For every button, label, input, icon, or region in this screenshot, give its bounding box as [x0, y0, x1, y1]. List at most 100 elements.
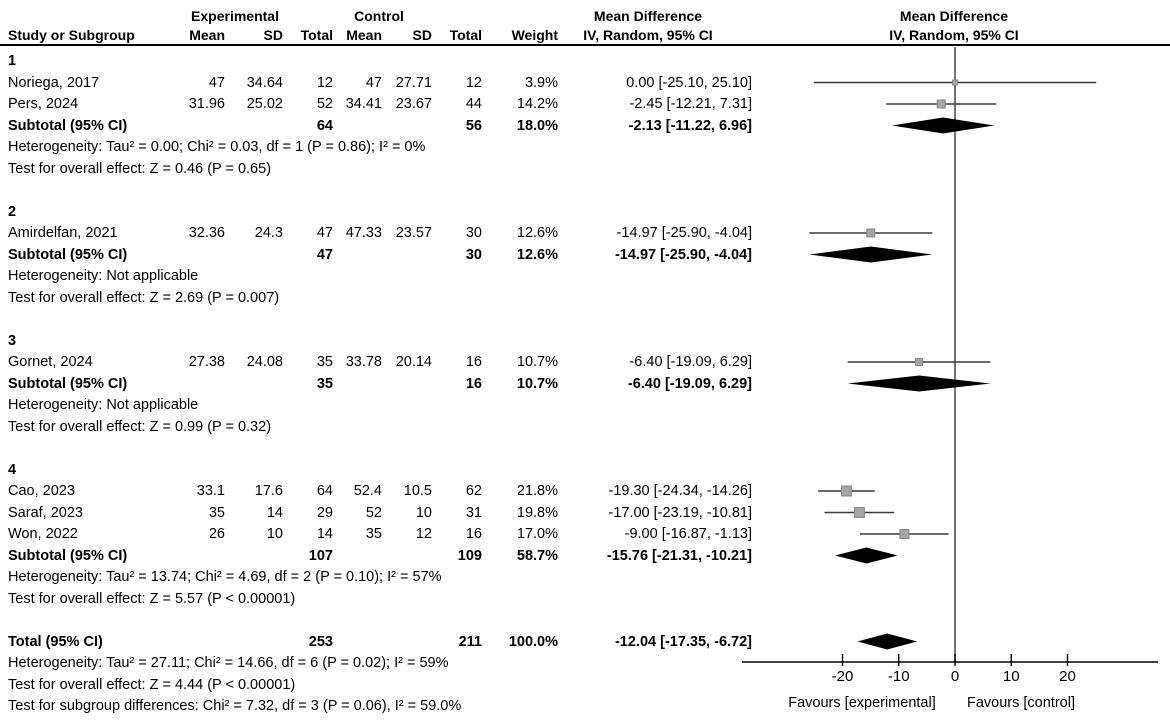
- col-weight: 100.0%: [508, 633, 558, 650]
- ci-text: -9.00 [-16.87, -1.13]: [624, 526, 752, 542]
- col-total1: 29: [316, 504, 333, 521]
- effect-column-title: Mean Difference: [593, 8, 703, 24]
- control-group-header: Control: [354, 8, 404, 24]
- col-mean1: 32.36: [188, 225, 225, 241]
- ci-text: 0.00 [-25.10, 25.10]: [626, 74, 752, 91]
- stat-text: Heterogeneity: Not applicable: [8, 397, 199, 413]
- weight-header: Weight: [511, 27, 558, 43]
- col-mean2: 47.33: [345, 225, 382, 241]
- pooled-diamond: [809, 246, 933, 263]
- subtotal-label: Subtotal (95% CI): [8, 547, 128, 564]
- col-total2: 62: [465, 483, 482, 499]
- ci-text: -19.30 [-24.34, -14.26]: [608, 483, 753, 499]
- plot-column-title: Mean Difference: [899, 8, 1009, 24]
- col-total2: 211: [458, 633, 482, 650]
- col-weight: 19.8%: [516, 504, 558, 521]
- col-total1: 107: [308, 547, 333, 564]
- study-column-header: Study or Subgroup: [8, 27, 135, 43]
- col-mean1: 31.96: [188, 96, 225, 112]
- subgroup-label: 3: [8, 332, 17, 349]
- col-sd2: 10: [415, 504, 432, 521]
- col-total2: 12: [465, 74, 482, 91]
- exp-mean-header: Mean: [189, 27, 225, 43]
- axis-tick-label: 0: [950, 668, 960, 685]
- col-sd2: 27.71: [395, 74, 432, 91]
- col-weight: 14.2%: [516, 96, 558, 112]
- col-mean2: 35: [365, 526, 382, 542]
- col-weight: 10.7%: [516, 375, 558, 392]
- ci-text: -12.04 [-17.35, -6.72]: [614, 633, 752, 650]
- stat-text: Heterogeneity: Not applicable: [8, 268, 199, 284]
- study-name: Pers, 2024: [8, 96, 79, 112]
- subtotal-label: Subtotal (95% CI): [8, 375, 128, 392]
- study-name: Saraf, 2023: [8, 504, 83, 521]
- col-weight: 10.7%: [516, 354, 558, 370]
- experimental-group-header: Experimental: [191, 8, 279, 24]
- effect-square: [915, 358, 923, 366]
- col-total2: 30: [465, 225, 482, 241]
- col-total1: 12: [316, 74, 333, 91]
- col-total1: 47: [316, 225, 333, 241]
- col-sd1: 25.02: [246, 96, 283, 112]
- study-name: Gornet, 2024: [8, 354, 93, 370]
- col-total2: 16: [465, 375, 482, 392]
- total-label: Total (95% CI): [8, 633, 103, 650]
- favours-experimental-label: Favours [experimental]: [788, 695, 936, 711]
- col-mean1: 27.38: [188, 354, 225, 370]
- stat-text: Test for overall effect: Z = 2.69 (P = 0…: [8, 289, 280, 306]
- col-weight: 17.0%: [516, 526, 558, 542]
- ci-text: -2.13 [-11.22, 6.96]: [628, 117, 752, 134]
- col-total2: 44: [465, 96, 482, 112]
- col-total2: 31: [465, 504, 482, 521]
- stat-text: Heterogeneity: Tau² = 27.11; Chi² = 14.6…: [8, 655, 449, 671]
- study-name: Noriega, 2017: [8, 74, 100, 91]
- stat-text: Test for overall effect: Z = 5.57 (P < 0…: [8, 590, 296, 607]
- col-mean1: 33.1: [196, 483, 225, 499]
- subtotal-label: Subtotal (95% CI): [8, 246, 128, 263]
- ci-text: -6.40 [-19.09, 6.29]: [629, 354, 752, 370]
- study-name: Won, 2022: [8, 526, 78, 542]
- axis-tick-label: -20: [831, 668, 854, 685]
- col-total1: 64: [316, 117, 333, 134]
- effect-square: [840, 485, 852, 497]
- col-weight: 21.8%: [516, 483, 558, 499]
- study-name: Cao, 2023: [8, 483, 75, 499]
- col-sd2: 23.67: [395, 96, 432, 112]
- ctl-total-header: Total: [449, 27, 482, 43]
- pooled-diamond: [835, 547, 898, 564]
- ctl-sd-header: SD: [412, 27, 432, 43]
- plot-method-header: IV, Random, 95% CI: [889, 27, 1019, 43]
- exp-sd-header: SD: [263, 27, 283, 43]
- col-mean2: 34.41: [345, 96, 382, 112]
- col-weight: 58.7%: [516, 547, 558, 564]
- col-total1: 64: [316, 483, 333, 499]
- col-total2: 16: [465, 526, 482, 542]
- col-mean1: 35: [208, 504, 225, 521]
- stat-text: Heterogeneity: Tau² = 0.00; Chi² = 0.03,…: [8, 139, 426, 155]
- col-mean2: 47: [365, 74, 382, 91]
- col-weight: 18.0%: [516, 117, 558, 134]
- col-sd2: 23.57: [395, 225, 432, 241]
- subgroup-label: 4: [8, 461, 17, 478]
- col-total1: 47: [316, 246, 333, 263]
- col-total1: 52: [316, 96, 333, 112]
- header-separator-line: [0, 44, 1170, 46]
- exp-total-header: Total: [300, 27, 333, 43]
- ci-text: -14.97 [-25.90, -4.04]: [614, 246, 752, 263]
- col-sd1: 14: [266, 504, 283, 521]
- effect-square: [866, 228, 876, 238]
- col-sd1: 34.64: [246, 74, 283, 91]
- col-mean2: 33.78: [345, 354, 382, 370]
- ci-text: -17.00 [-23.19, -10.81]: [608, 504, 753, 521]
- subtotal-label: Subtotal (95% CI): [8, 117, 128, 134]
- col-mean1: 47: [208, 74, 225, 91]
- effect-square: [952, 79, 958, 86]
- study-name: Amirdelfan, 2021: [8, 225, 118, 241]
- col-total1: 35: [316, 375, 333, 392]
- axis-tick-label: 10: [1002, 668, 1020, 685]
- effect-method-header: IV, Random, 95% CI: [583, 27, 713, 43]
- stat-text: Test for subgroup differences: Chi² = 7.…: [8, 698, 462, 714]
- pooled-diamond: [857, 633, 918, 650]
